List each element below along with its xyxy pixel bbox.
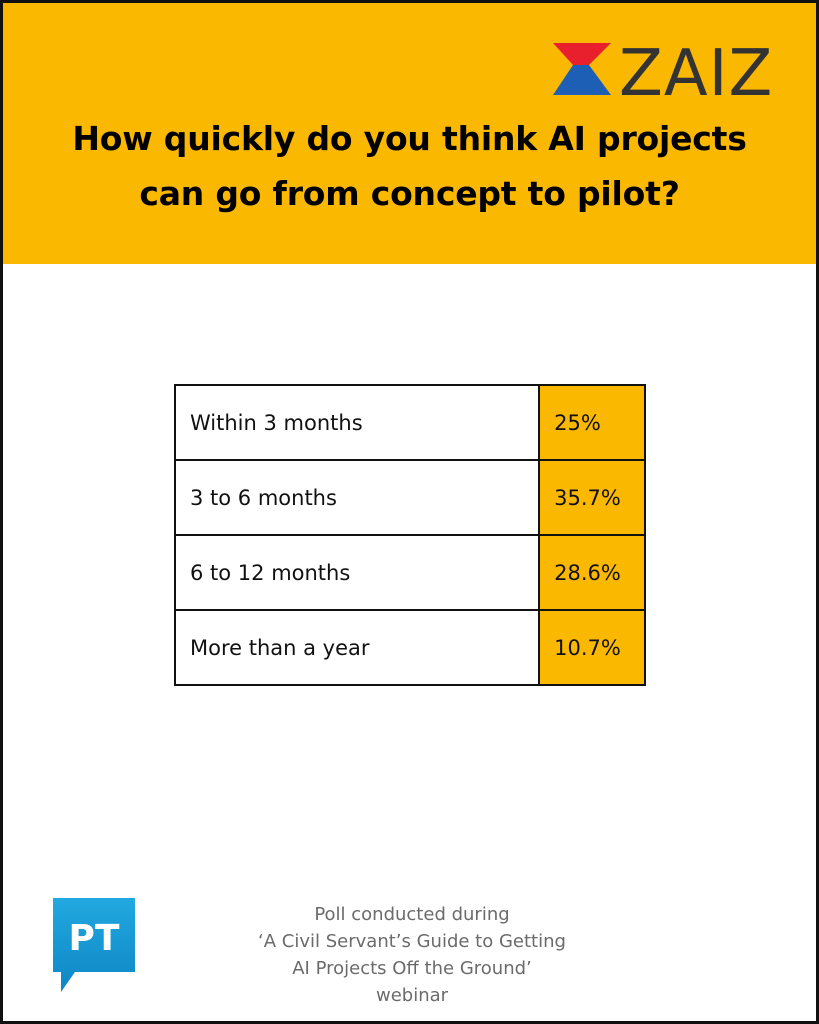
table-row: Within 3 months 25% [173,384,646,461]
zaizi-logo-text: ZAIZI [619,39,779,101]
table-row: 3 to 6 months 35.7% [173,459,646,536]
speech-bubble-icon [53,898,135,992]
footnote-line-4: webinar [375,985,449,1006]
zaizi-logo-blue-shape [553,65,611,95]
option-value: 25% [538,384,646,461]
footnote-line-2: ‘A Civil Servant’s Guide to Getting [258,931,566,952]
footnote-line-1: Poll conducted during [314,904,510,925]
zaizi-logo: ZAIZI [549,39,779,101]
option-value: 35.7% [538,459,646,536]
poll-footnote: Poll conducted during ‘A Civil Servant’s… [223,901,601,1009]
table-row: More than a year 10.7% [173,609,646,686]
pt-logo: PT [51,896,137,994]
pt-logo-text: PT [69,918,120,959]
option-label: 6 to 12 months [173,534,541,611]
option-label: More than a year [173,609,541,686]
page-title: How quickly do you think AI projects can… [23,111,796,221]
table-row: 6 to 12 months 28.6% [173,534,646,611]
option-value: 10.7% [538,609,646,686]
option-value: 28.6% [538,534,646,611]
title-line-1: How quickly do you think AI projects [72,119,747,158]
zaizi-logo-red-shape [553,43,611,65]
title-line-2: can go from concept to pilot? [139,174,680,213]
option-label: 3 to 6 months [173,459,541,536]
footnote-line-3: AI Projects Off the Ground’ [292,958,532,979]
poll-results-table: Within 3 months 25% 3 to 6 months 35.7% … [173,384,646,686]
option-label: Within 3 months [173,384,541,461]
header-banner: ZAIZI How quickly do you think AI projec… [3,3,816,264]
